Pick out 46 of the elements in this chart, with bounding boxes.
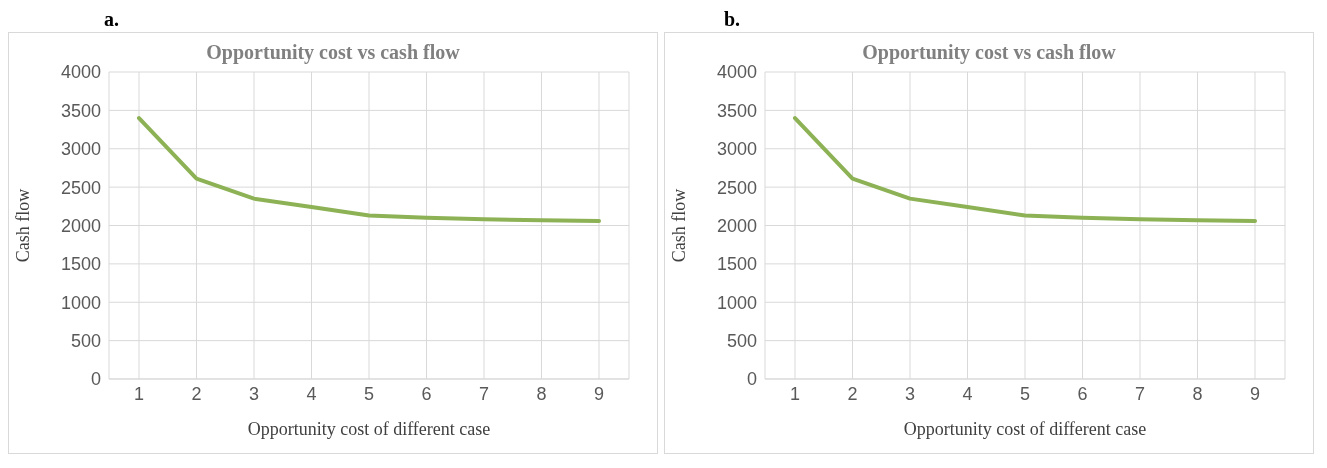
y-tick-label: 4000 xyxy=(716,62,757,83)
x-tick-label: 7 xyxy=(478,383,490,404)
x-tick-label: 9 xyxy=(1249,383,1261,404)
y-tick-label: 1500 xyxy=(60,254,101,275)
x-tick-label: 1 xyxy=(789,383,801,404)
y-tick-label: 2500 xyxy=(716,177,757,198)
x-tick-label: 2 xyxy=(191,383,202,404)
x-tick-label: 7 xyxy=(1134,383,1146,404)
line-series xyxy=(793,116,1257,223)
y-tick-label: 2500 xyxy=(60,177,101,198)
y-tick-label: 3500 xyxy=(716,100,757,121)
x-tick-label: 5 xyxy=(1019,383,1031,404)
line-series xyxy=(137,116,601,223)
x-tick-label: 6 xyxy=(1077,383,1088,404)
x-tick-label: 8 xyxy=(536,383,547,404)
x-tick-label: 3 xyxy=(248,383,260,404)
y-axis-title: Cash flow xyxy=(13,188,34,263)
chart-title: Opportunity cost vs cash flow xyxy=(861,41,1117,64)
y-tick-label: 4000 xyxy=(60,62,101,83)
x-tick-label: 3 xyxy=(904,383,916,404)
y-tick-label: 500 xyxy=(726,331,757,352)
text: a. xyxy=(104,8,119,30)
x-axis-title: Opportunity cost of different case xyxy=(903,419,1147,439)
chart-title: Opportunity cost vs cash flow xyxy=(205,41,461,64)
y-tick-label: 3500 xyxy=(60,100,101,121)
x-tick-label: 2 xyxy=(847,383,858,404)
y-tick-label: 500 xyxy=(70,331,101,352)
x-tick-label: 6 xyxy=(421,383,432,404)
x-tick-label: 8 xyxy=(1192,383,1203,404)
x-tick-label: 4 xyxy=(962,383,973,404)
y-tick-label: 1000 xyxy=(716,292,757,313)
x-tick-label: 9 xyxy=(593,383,605,404)
y-tick-label: 1500 xyxy=(716,254,757,275)
x-tick-label: 5 xyxy=(363,383,375,404)
x-tick-label: 4 xyxy=(306,383,317,404)
y-tick-label: 1000 xyxy=(60,292,101,313)
y-tick-label: 0 xyxy=(746,369,757,390)
y-tick-label: 3000 xyxy=(716,139,757,160)
x-tick-label: 1 xyxy=(133,383,145,404)
y-axis-title: Cash flow xyxy=(669,188,690,263)
y-tick-label: 2000 xyxy=(60,215,101,236)
text: b. xyxy=(724,8,741,30)
y-tick-label: 3000 xyxy=(60,139,101,160)
y-tick-label: 2000 xyxy=(716,215,757,236)
y-tick-label: 0 xyxy=(90,369,101,390)
x-axis-title: Opportunity cost of different case xyxy=(247,419,491,439)
